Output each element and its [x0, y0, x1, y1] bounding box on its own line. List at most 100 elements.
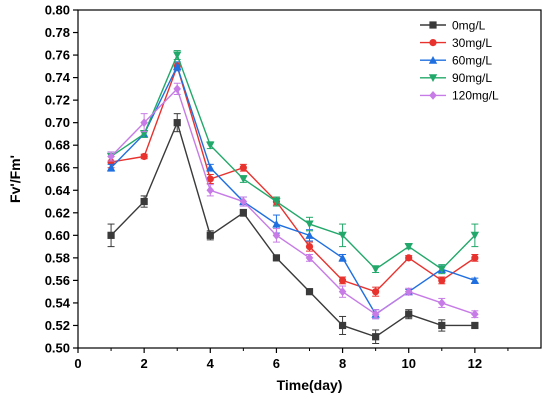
x-tick-label: 4 [207, 356, 215, 371]
data-point [239, 197, 248, 206]
series-1 [107, 113, 479, 344]
data-point [206, 185, 215, 195]
x-tick-label: 8 [339, 356, 346, 371]
x-axis-title: Time(day) [277, 377, 343, 393]
data-point [338, 276, 347, 284]
data-point [405, 254, 413, 262]
data-point [338, 253, 347, 262]
y-tick-label: 0.80 [45, 3, 70, 18]
data-point [372, 288, 380, 296]
series-layer [106, 50, 480, 344]
data-point [239, 175, 248, 184]
data-point [206, 163, 215, 172]
legend-item: 90mg/L [420, 71, 492, 85]
legend-item: 0mg/L [420, 18, 486, 32]
y-tick-label: 0.68 [45, 138, 70, 153]
data-point [438, 276, 446, 284]
data-point [107, 152, 115, 161]
data-point [206, 141, 215, 150]
data-point [139, 130, 149, 139]
series-line [110, 64, 476, 316]
y-tick-label: 0.56 [45, 273, 70, 288]
data-point [471, 254, 479, 262]
data-point [471, 309, 479, 319]
y-axis-title: Fv'/Fm' [7, 155, 23, 203]
data-point [106, 163, 116, 172]
data-point [305, 288, 314, 296]
y-tick-label: 0.64 [45, 183, 71, 198]
x-tick-label: 6 [273, 356, 280, 371]
y-tick-label: 0.62 [45, 205, 70, 220]
y-tick-label: 0.60 [45, 228, 70, 243]
y-tick-label: 0.66 [45, 160, 70, 175]
data-point [305, 231, 314, 239]
data-point [140, 152, 148, 161]
legend-label: 60mg/L [452, 54, 492, 68]
data-point [173, 62, 182, 70]
y-tick-label: 0.76 [45, 48, 70, 63]
data-point [437, 298, 446, 308]
data-point [173, 51, 182, 60]
legend-label: 30mg/L [452, 36, 492, 50]
y-tick-label: 0.52 [45, 318, 70, 333]
series-line [110, 53, 476, 271]
legend-item: 30mg/L [420, 36, 492, 50]
x-tick-label: 12 [468, 356, 482, 371]
data-point [372, 333, 380, 341]
data-point [272, 219, 281, 228]
data-point [470, 276, 480, 284]
series-line [110, 120, 475, 338]
legend-label: 90mg/L [452, 71, 492, 85]
data-point [371, 309, 380, 319]
data-point [173, 119, 181, 127]
x-tick-label: 0 [74, 356, 81, 371]
y-tick-label: 0.70 [45, 115, 70, 130]
data-point [338, 231, 347, 240]
data-point [173, 84, 182, 94]
data-point [338, 287, 347, 297]
data-point [404, 243, 413, 251]
legend-marker [429, 21, 437, 29]
legend-label: 0mg/L [452, 18, 486, 32]
data-point [470, 231, 480, 240]
y-tick-label: 0.78 [45, 25, 70, 40]
y-tick-label: 0.74 [45, 70, 71, 85]
data-point [404, 287, 413, 297]
legend-item: 60mg/L [420, 54, 492, 68]
data-point [305, 253, 314, 263]
y-tick-label: 0.50 [45, 341, 70, 356]
legend-label: 120mg/L [452, 89, 499, 103]
data-point [272, 197, 281, 206]
data-point [239, 209, 247, 217]
series-line [110, 87, 476, 316]
data-point [140, 197, 148, 206]
data-point [338, 321, 347, 330]
legend: 0mg/L 30mg/L 60mg/L 90mg/L 120mg/L [410, 16, 535, 110]
data-point [272, 254, 281, 262]
series-4 [106, 50, 480, 275]
legend-marker [428, 56, 438, 64]
data-point [206, 231, 214, 239]
data-point [206, 175, 214, 183]
data-point [438, 321, 446, 330]
series-line [110, 64, 476, 293]
legend-item: 120mg/L [420, 89, 499, 103]
data-point [305, 220, 314, 229]
data-point [437, 265, 446, 274]
data-point [272, 230, 281, 240]
x-ticks: 0 2 4 6 8 10 12 [74, 348, 509, 371]
y-tick-label: 0.54 [45, 295, 71, 310]
data-point [405, 310, 413, 318]
data-point [305, 243, 314, 251]
data-point [371, 265, 380, 274]
series-5 [107, 82, 479, 320]
legend-marker [429, 91, 437, 100]
y-ticks: 0.50 0.52 0.54 0.56 0.58 0.60 0.62 0.64 0.66 0.68… [45, 3, 78, 356]
data-point [140, 118, 148, 128]
x-tick-label: 2 [141, 356, 148, 371]
data-point [471, 321, 479, 330]
legend-marker [428, 74, 438, 82]
y-tick-label: 0.58 [45, 250, 70, 265]
y-tick-label: 0.72 [45, 93, 70, 108]
